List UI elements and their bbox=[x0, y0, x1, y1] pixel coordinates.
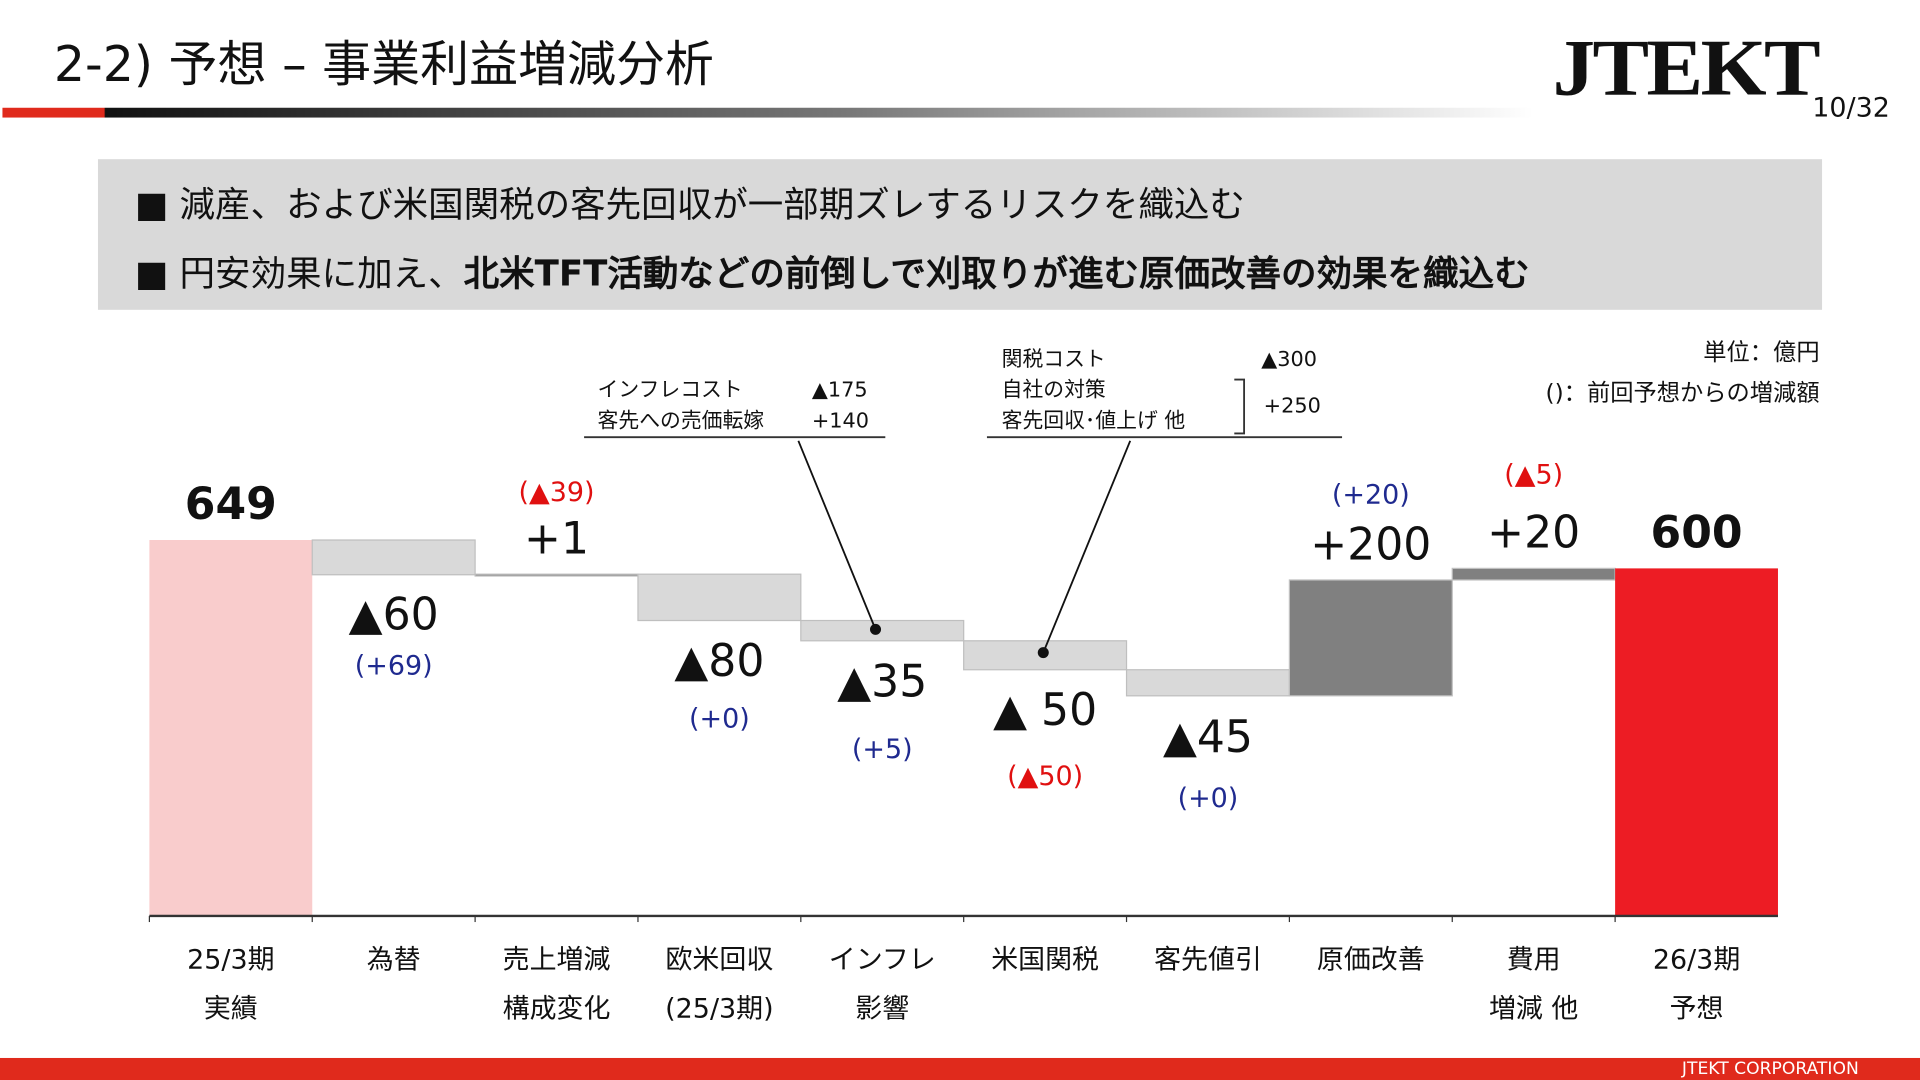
diff-label: (▲5) bbox=[1504, 460, 1564, 492]
bullet-marker: ■ bbox=[134, 252, 169, 294]
value-label: +20 bbox=[1487, 508, 1581, 559]
page-title: 2-2) 予想 – 事業利益増減分析 bbox=[53, 36, 714, 94]
unit-legend: 単位：億円 ()：前回予想からの増減額 bbox=[1546, 333, 1820, 414]
category-line: 費用 bbox=[1506, 945, 1561, 976]
callout-dot bbox=[1037, 647, 1049, 659]
diff-label: (+5) bbox=[851, 734, 913, 766]
tariff-note: 関税コスト ▲300 自社の対策 客先回収･値上げ 他 bbox=[1002, 345, 1317, 437]
value-label: ▲45 bbox=[1162, 712, 1253, 763]
callout-line bbox=[797, 440, 877, 630]
category-label: 為替 bbox=[312, 937, 475, 1035]
category-line bbox=[1127, 986, 1290, 1035]
category-label: 売上増減 構成変化 bbox=[475, 937, 638, 1035]
bullet-text-bold: 北米TFT活動などの前倒しで刈取りが進む原価改善の効果を織込む bbox=[463, 252, 1530, 294]
note-value: ▲175 bbox=[811, 378, 868, 403]
bar-8 bbox=[1451, 567, 1616, 581]
note-label: インフレコスト bbox=[597, 378, 743, 403]
summary-bullet-2: ■ 円安効果に加え、北米TFT活動などの前倒しで刈取りが進む原価改善の効果を織込… bbox=[135, 245, 1530, 296]
footer-bar: JTEKT CORPORATION bbox=[0, 1057, 1920, 1080]
inflation-note: インフレコスト ▲175 客先への売価転嫁 +140 bbox=[598, 376, 869, 437]
note-label: 客先への売価転嫁 bbox=[597, 408, 765, 434]
value-label: 649 bbox=[184, 480, 277, 531]
diff-label: (+0) bbox=[1177, 783, 1239, 815]
category-line bbox=[312, 986, 475, 1035]
bullet-text: 円安効果に加え、 bbox=[179, 252, 464, 294]
category-line: 為替 bbox=[366, 945, 421, 976]
bar-7 bbox=[1288, 579, 1453, 697]
category-label: 客先値引 bbox=[1127, 937, 1290, 1035]
page-number: 10/32 bbox=[1812, 93, 1890, 124]
paren-legend: ()：前回予想からの増減額 bbox=[1545, 379, 1820, 407]
note-label: 自社の対策 bbox=[1001, 378, 1106, 403]
value-label: +1 bbox=[524, 514, 590, 565]
category-line: 米国関税 bbox=[991, 945, 1099, 976]
value-label: +200 bbox=[1310, 520, 1432, 571]
summary-bullet-1: ■ 減産、および米国関税の客先回収が一部期ズレするリスクを織込む bbox=[135, 176, 1245, 227]
category-line bbox=[964, 986, 1127, 1035]
category-line: 予想 bbox=[1669, 994, 1724, 1025]
note-value: +250 bbox=[1263, 394, 1321, 419]
category-line: 実績 bbox=[203, 994, 258, 1025]
category-line: 客先値引 bbox=[1154, 945, 1262, 976]
category-line: 増減 他 bbox=[1488, 994, 1579, 1025]
unit-label: 単位：億円 bbox=[1703, 339, 1820, 367]
category-line: 構成変化 bbox=[502, 994, 611, 1025]
category-line bbox=[1289, 986, 1452, 1035]
value-label: ▲ 50 bbox=[993, 685, 1098, 736]
category-label: インフレ 影響 bbox=[801, 937, 964, 1035]
category-label: 費用 増減 他 bbox=[1452, 937, 1615, 1035]
bar-3 bbox=[637, 573, 802, 622]
category-line: インフレ bbox=[828, 945, 936, 976]
bar-9 bbox=[1615, 568, 1778, 916]
title-underline bbox=[2, 107, 1534, 118]
value-label: ▲35 bbox=[837, 657, 928, 708]
category-line: 影響 bbox=[855, 994, 910, 1025]
footer-company: JTEKT CORPORATION bbox=[1681, 1059, 1859, 1079]
value-label: ▲80 bbox=[674, 636, 765, 687]
category-label: 25/3期実績 bbox=[149, 937, 312, 1035]
note-label: 関税コスト bbox=[1001, 347, 1106, 373]
callout-dot bbox=[870, 623, 882, 635]
diff-label: (+20) bbox=[1331, 480, 1410, 511]
note-label: 客先回収･値上げ 他 bbox=[1001, 408, 1186, 434]
summary-box bbox=[97, 159, 1823, 310]
bar-1 bbox=[311, 539, 476, 576]
bar-4 bbox=[800, 619, 965, 642]
diff-label: (▲39) bbox=[518, 477, 595, 509]
note-value: +140 bbox=[811, 408, 870, 434]
value-label: ▲60 bbox=[348, 590, 439, 641]
bar-6 bbox=[1125, 669, 1291, 697]
category-line: 25/3期 bbox=[187, 945, 275, 976]
category-label: 26/3期予想 bbox=[1615, 937, 1778, 1035]
category-label: 欧米回収 (25/3期) bbox=[638, 937, 801, 1035]
category-line: 原価改善 bbox=[1316, 945, 1425, 976]
callout-line bbox=[1042, 440, 1132, 654]
category-label: 米国関税 bbox=[964, 937, 1127, 1035]
category-line: 欧米回収 bbox=[665, 945, 774, 976]
bar-0 bbox=[149, 540, 313, 916]
diff-label: (▲50) bbox=[1007, 761, 1084, 793]
bullet-text: 減産、および米国関税の客先回収が一部期ズレするリスクを織込む bbox=[179, 183, 1245, 226]
diff-label: (+69) bbox=[354, 651, 433, 683]
category-line: 売上増減 bbox=[502, 945, 611, 976]
bullet-marker: ■ bbox=[134, 183, 169, 226]
diff-label: (+0) bbox=[689, 704, 750, 735]
note-value: ▲300 bbox=[1261, 347, 1317, 373]
category-line: 26/3期 bbox=[1652, 945, 1741, 976]
category-label: 原価改善 bbox=[1289, 937, 1452, 1035]
bar-2 bbox=[474, 573, 639, 577]
note-bracket bbox=[1234, 378, 1246, 435]
value-label: 600 bbox=[1650, 508, 1743, 559]
jtekt-logo: JTEKT bbox=[1552, 23, 1821, 113]
category-line: (25/3期) bbox=[665, 994, 774, 1025]
